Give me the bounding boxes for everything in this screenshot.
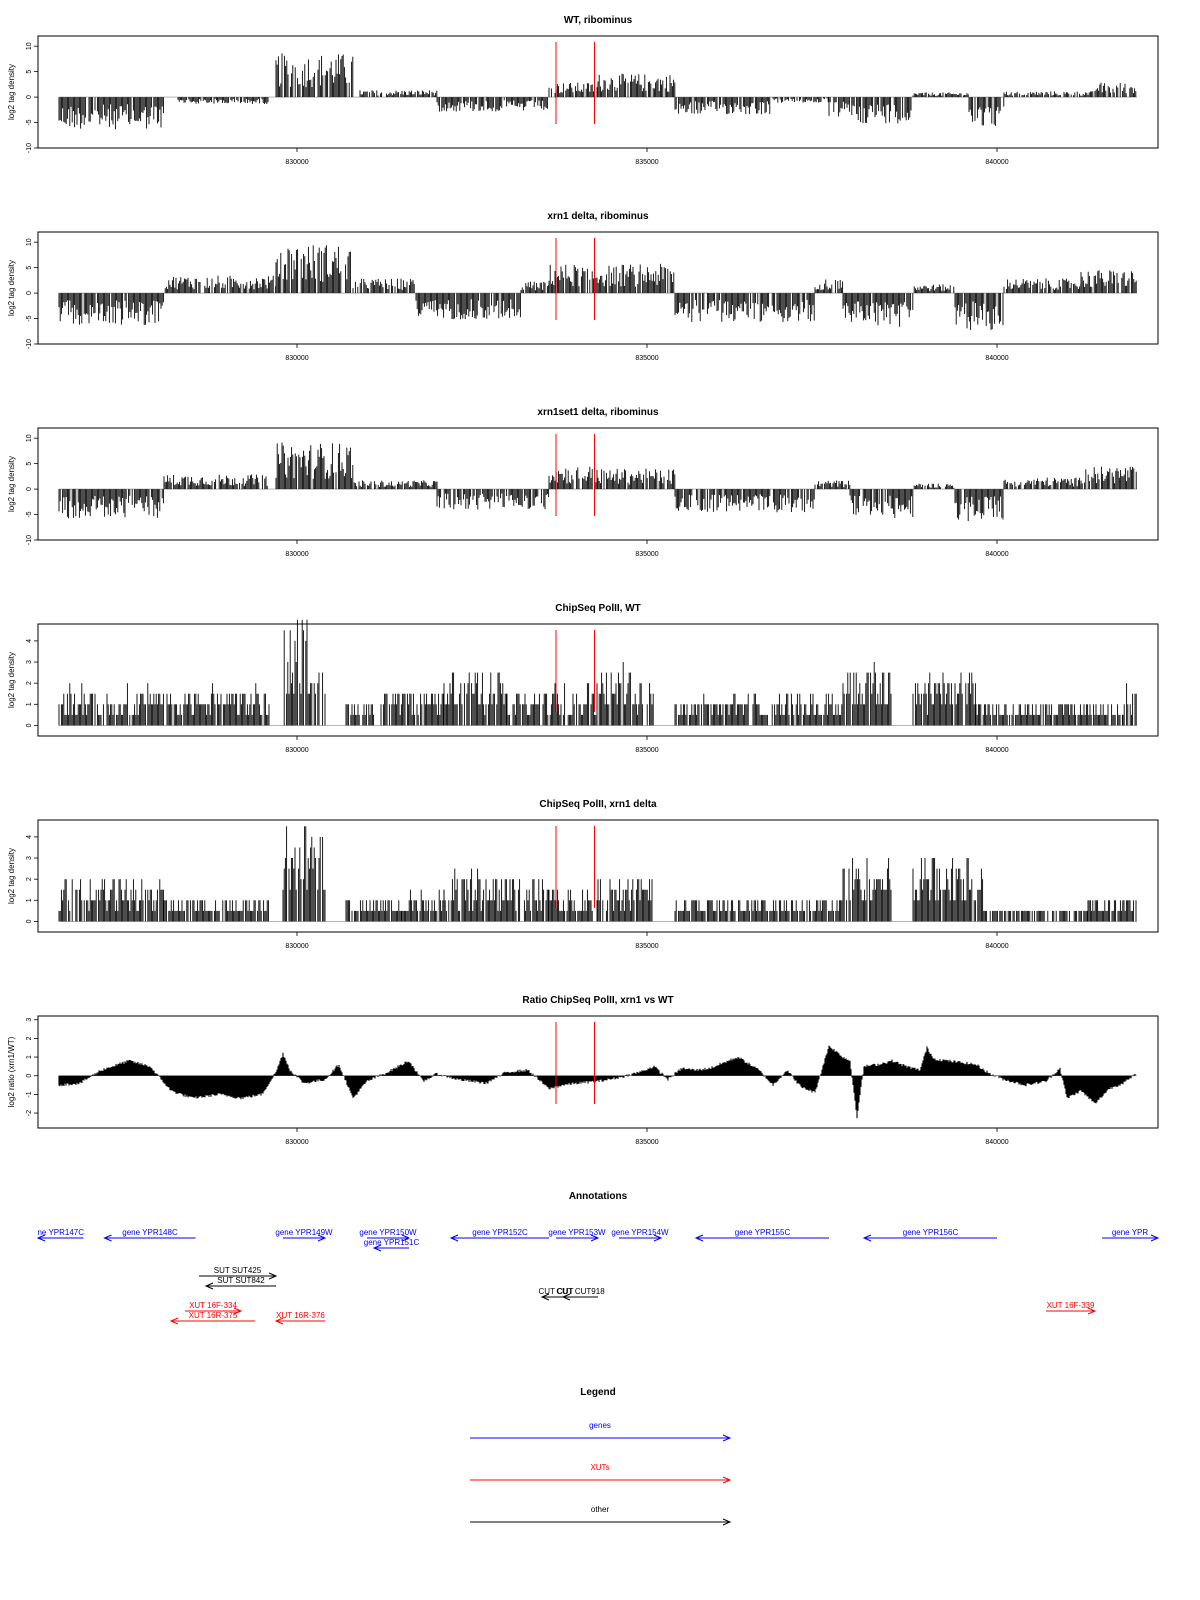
y-tick-label: 4 (26, 835, 33, 839)
y-axis: 10 5 0 -5 -10 (26, 42, 38, 153)
y-tick-label: -5 (26, 511, 33, 517)
x-tick-label: 840000 (985, 159, 1008, 166)
x-tick-label: 835000 (635, 551, 658, 558)
x-tick-label: 830000 (285, 943, 308, 950)
y-tick-label: 0 (26, 919, 33, 923)
track-panel-1: WT, ribominus 10 5 0 -5 -10 log2 tag density 83… (7, 15, 1159, 166)
y-tick-label: -5 (26, 119, 33, 125)
plot-frame (37, 35, 1159, 149)
panel-title: Ratio ChipSeq PolII, xrn1 vs WT (522, 995, 673, 1006)
x-tick-label: 830000 (285, 355, 308, 362)
x-tick-label: 830000 (285, 551, 308, 558)
series-bars (58, 619, 1137, 726)
y-tick-label: 2 (26, 877, 33, 881)
plot-frame (37, 819, 1159, 933)
panel-title: ChipSeq PolII, xrn1 delta (539, 799, 657, 810)
x-tick-label: 840000 (985, 355, 1008, 362)
x-axis: 830000 835000 840000 (285, 148, 1009, 166)
plot-frame (37, 1015, 1159, 1129)
y-tick-label: 0 (26, 1074, 33, 1078)
series-bars (58, 826, 1137, 922)
x-tick-label: 835000 (635, 1139, 658, 1146)
y-axis: 3 2 1 0 -1 -2 (26, 1018, 38, 1116)
y-tick-label: -10 (26, 143, 33, 153)
y-tick-label: -2 (26, 1110, 33, 1116)
y-axis-label: log2 tag density (7, 260, 16, 316)
x-axis: 830000 835000 840000 (285, 736, 1009, 754)
x-tick-label: 835000 (635, 355, 658, 362)
x-tick-label: 830000 (285, 159, 308, 166)
y-tick-label: 0 (26, 723, 33, 727)
y-tick-label: 10 (26, 42, 33, 50)
x-axis: 830000 835000 840000 (285, 1128, 1009, 1146)
x-tick-label: 835000 (635, 943, 658, 950)
y-axis-label: log2 ratio (xrn1/WT) (7, 1036, 16, 1107)
y-tick-label: 3 (26, 1018, 33, 1022)
series-bars (58, 53, 1137, 130)
y-axis: 10 5 0 -5 -10 (26, 434, 38, 545)
x-axis: 830000 835000 840000 (285, 932, 1009, 950)
y-tick-label: 1 (26, 1055, 33, 1059)
y-tick-label: -10 (26, 339, 33, 349)
y-tick-label: 1 (26, 702, 33, 706)
y-tick-label: 5 (26, 462, 33, 466)
series-ratio (58, 1045, 1137, 1119)
y-axis: 4 3 2 1 0 (26, 835, 38, 923)
track-panel-4: ChipSeq PolII, WT 4 3 2 1 0 log2 tag density 83… (7, 603, 1159, 754)
y-tick-label: 4 (26, 639, 33, 643)
x-tick-label: 840000 (985, 747, 1008, 754)
y-tick-label: 1 (26, 898, 33, 902)
y-tick-label: -10 (26, 535, 33, 545)
y-tick-label: 5 (26, 266, 33, 270)
y-axis-label: log2 tag density (7, 848, 16, 904)
y-tick-label: 5 (26, 70, 33, 74)
x-tick-label: 835000 (635, 747, 658, 754)
y-axis-label: log2 tag density (7, 64, 16, 120)
y-tick-label: 10 (26, 238, 33, 246)
plot-frame (37, 623, 1159, 737)
y-axis: 10 5 0 -5 -10 (26, 238, 38, 349)
y-tick-label: 0 (26, 95, 33, 99)
series-bars (58, 442, 1137, 521)
y-tick-label: 10 (26, 434, 33, 442)
track-panel-2: xrn1 delta, ribominus 10 5 0 -5 -10 log2 tag d… (7, 211, 1159, 362)
panel-title: xrn1 delta, ribominus (547, 211, 649, 222)
panel-title: WT, ribominus (564, 15, 633, 26)
y-tick-label: 0 (26, 487, 33, 491)
y-tick-label: 2 (26, 1036, 33, 1040)
y-tick-label: 3 (26, 856, 33, 860)
x-axis: 830000 835000 840000 (285, 344, 1009, 362)
plot-frame (37, 231, 1159, 345)
x-tick-label: 830000 (285, 1139, 308, 1146)
x-tick-label: 840000 (985, 1139, 1008, 1146)
y-tick-label: 2 (26, 681, 33, 685)
y-tick-label: 3 (26, 660, 33, 664)
panel-title: ChipSeq PolII, WT (555, 603, 641, 614)
y-tick-label: -5 (26, 315, 33, 321)
y-axis-label: log2 tag density (7, 652, 16, 708)
x-tick-label: 830000 (285, 747, 308, 754)
track-panel-3: xrn1set1 delta, ribominus 10 5 0 -5 -10 log2 t… (7, 407, 1159, 558)
plot-frame (37, 427, 1159, 541)
x-tick-label: 835000 (635, 159, 658, 166)
y-axis-label: log2 tag density (7, 456, 16, 512)
panel-title: xrn1set1 delta, ribominus (537, 407, 659, 418)
x-axis: 830000 835000 840000 (285, 540, 1009, 558)
y-tick-label: -1 (26, 1091, 33, 1097)
x-tick-label: 840000 (985, 943, 1008, 950)
series-bars (58, 245, 1137, 330)
track-panel-6: Ratio ChipSeq PolII, xrn1 vs WT 3 2 1 0 -1 -2 l… (7, 995, 1159, 1146)
x-tick-label: 840000 (985, 551, 1008, 558)
y-axis: 4 3 2 1 0 (26, 639, 38, 727)
track-panel-5: ChipSeq PolII, xrn1 delta 4 3 2 1 0 log2 tag d… (7, 799, 1159, 950)
y-tick-label: 0 (26, 291, 33, 295)
